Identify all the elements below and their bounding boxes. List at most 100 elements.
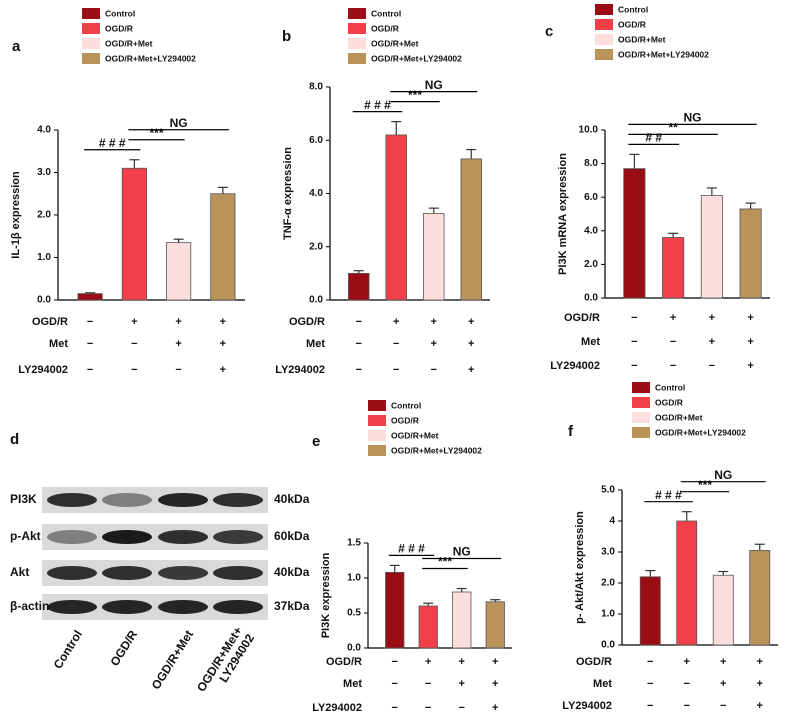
treatment-sign: + xyxy=(175,316,181,328)
treatment-sign: − xyxy=(392,678,398,690)
treatment-label: Met xyxy=(306,338,325,350)
treatment-sign: + xyxy=(492,702,498,713)
blot-band xyxy=(102,600,152,614)
y-tick-label: 1.5 xyxy=(347,538,361,549)
treatment-label: LY294002 xyxy=(312,702,362,713)
protein-label: PI3K xyxy=(10,492,37,506)
legend-label: OGD/R+Met+LY294002 xyxy=(618,49,709,59)
y-tick-label: 0.0 xyxy=(601,640,615,651)
treatment-sign: + xyxy=(747,312,753,324)
legend-label: OGD/R xyxy=(371,23,399,33)
panel-letter: d xyxy=(10,431,19,448)
blot-band xyxy=(158,493,208,507)
bar xyxy=(166,242,192,301)
blot-band xyxy=(158,600,208,614)
treatment-sign: + xyxy=(747,360,753,372)
blot-band xyxy=(213,493,263,507)
bar xyxy=(639,576,661,646)
treatment-sign: + xyxy=(459,678,465,690)
treatment-sign: − xyxy=(356,316,362,328)
legend-label: OGD/R+Met xyxy=(391,430,439,440)
treatment-sign: − xyxy=(684,700,690,712)
treatment-sign: − xyxy=(647,678,653,690)
legend-swatch xyxy=(595,4,613,15)
size-label: 60kDa xyxy=(274,529,310,543)
y-tick-label: 2.0 xyxy=(584,259,598,270)
y-tick-label: 2.0 xyxy=(601,578,615,589)
bar xyxy=(676,520,698,646)
treatment-sign: − xyxy=(392,702,398,713)
treatment-sign: − xyxy=(631,312,637,324)
significance-label: NG xyxy=(714,468,732,482)
y-tick-label: 0.0 xyxy=(347,643,361,654)
treatment-sign: − xyxy=(647,700,653,712)
blot-band xyxy=(213,530,263,544)
treatment-sign: − xyxy=(631,360,637,372)
y-tick-label: 4.0 xyxy=(584,225,598,236)
legend-label: Control xyxy=(105,8,135,18)
treatment-sign: + xyxy=(425,656,431,668)
legend-swatch xyxy=(368,445,386,456)
y-axis-label: TNF-α expression xyxy=(282,147,294,240)
y-axis-label: PI3K mRNA expression xyxy=(557,153,569,275)
legend-label: OGD/R+Met+LY294002 xyxy=(391,445,482,455)
treatment-sign: − xyxy=(459,702,465,713)
y-tick-label: 5.0 xyxy=(601,485,615,496)
y-tick-label: 6.0 xyxy=(584,192,598,203)
y-axis-label: PI3K expression xyxy=(320,552,332,638)
blot-band xyxy=(213,600,263,614)
bar xyxy=(418,605,438,649)
treatment-sign: − xyxy=(670,336,676,348)
significance-label: NG xyxy=(684,111,702,125)
significance-label: # # # xyxy=(398,542,425,556)
protein-label: Akt xyxy=(10,565,29,579)
protein-label: β-actin xyxy=(10,599,49,613)
treatment-label: OGD/R xyxy=(564,312,600,324)
treatment-sign: + xyxy=(468,316,474,328)
y-tick-label: 4.0 xyxy=(309,188,323,199)
legend-label: Control xyxy=(391,400,421,410)
legend-label: OGD/R xyxy=(391,415,419,425)
bar xyxy=(485,601,505,649)
significance-label: *** xyxy=(408,88,422,102)
legend-label: OGD/R xyxy=(618,19,646,29)
treatment-label: Met xyxy=(593,678,612,690)
treatment-sign: + xyxy=(220,316,226,328)
lane-label-line: OGD/R xyxy=(108,628,141,669)
treatment-sign: − xyxy=(87,316,93,328)
treatment-label: Met xyxy=(343,678,362,690)
treatment-sign: + xyxy=(757,678,763,690)
panel-letter: b xyxy=(282,28,291,45)
blot-band xyxy=(47,566,97,580)
y-axis-label: p- Akt/Akt expression xyxy=(574,511,586,624)
treatment-sign: − xyxy=(87,364,93,376)
blot-band xyxy=(102,566,152,580)
legend-label: OGD/R+Met xyxy=(618,34,666,44)
treatment-sign: − xyxy=(425,702,431,713)
legend-swatch xyxy=(82,23,100,34)
bar xyxy=(460,158,482,301)
treatment-label: OGD/R xyxy=(326,656,362,668)
y-tick-label: 2.0 xyxy=(37,210,51,221)
significance-label: # # # xyxy=(364,98,391,112)
bar xyxy=(385,572,405,649)
blot-band xyxy=(213,566,263,580)
treatment-sign: − xyxy=(393,338,399,350)
treatment-sign: − xyxy=(356,338,362,350)
legend-swatch xyxy=(632,412,650,423)
legend-swatch xyxy=(595,49,613,60)
treatment-sign: − xyxy=(670,360,676,372)
significance-label: # # # xyxy=(99,136,126,150)
treatment-sign: + xyxy=(431,316,437,328)
treatment-sign: + xyxy=(709,312,715,324)
lane-label: OGD/R xyxy=(108,628,141,669)
treatment-label: LY294002 xyxy=(275,364,325,376)
treatment-sign: + xyxy=(747,336,753,348)
y-tick-label: 0.5 xyxy=(347,608,361,619)
significance-label: *** xyxy=(149,126,163,140)
legend-swatch xyxy=(348,53,366,64)
bar xyxy=(452,591,472,649)
panel-letter: f xyxy=(568,423,574,440)
y-tick-label: 1.0 xyxy=(347,573,361,584)
